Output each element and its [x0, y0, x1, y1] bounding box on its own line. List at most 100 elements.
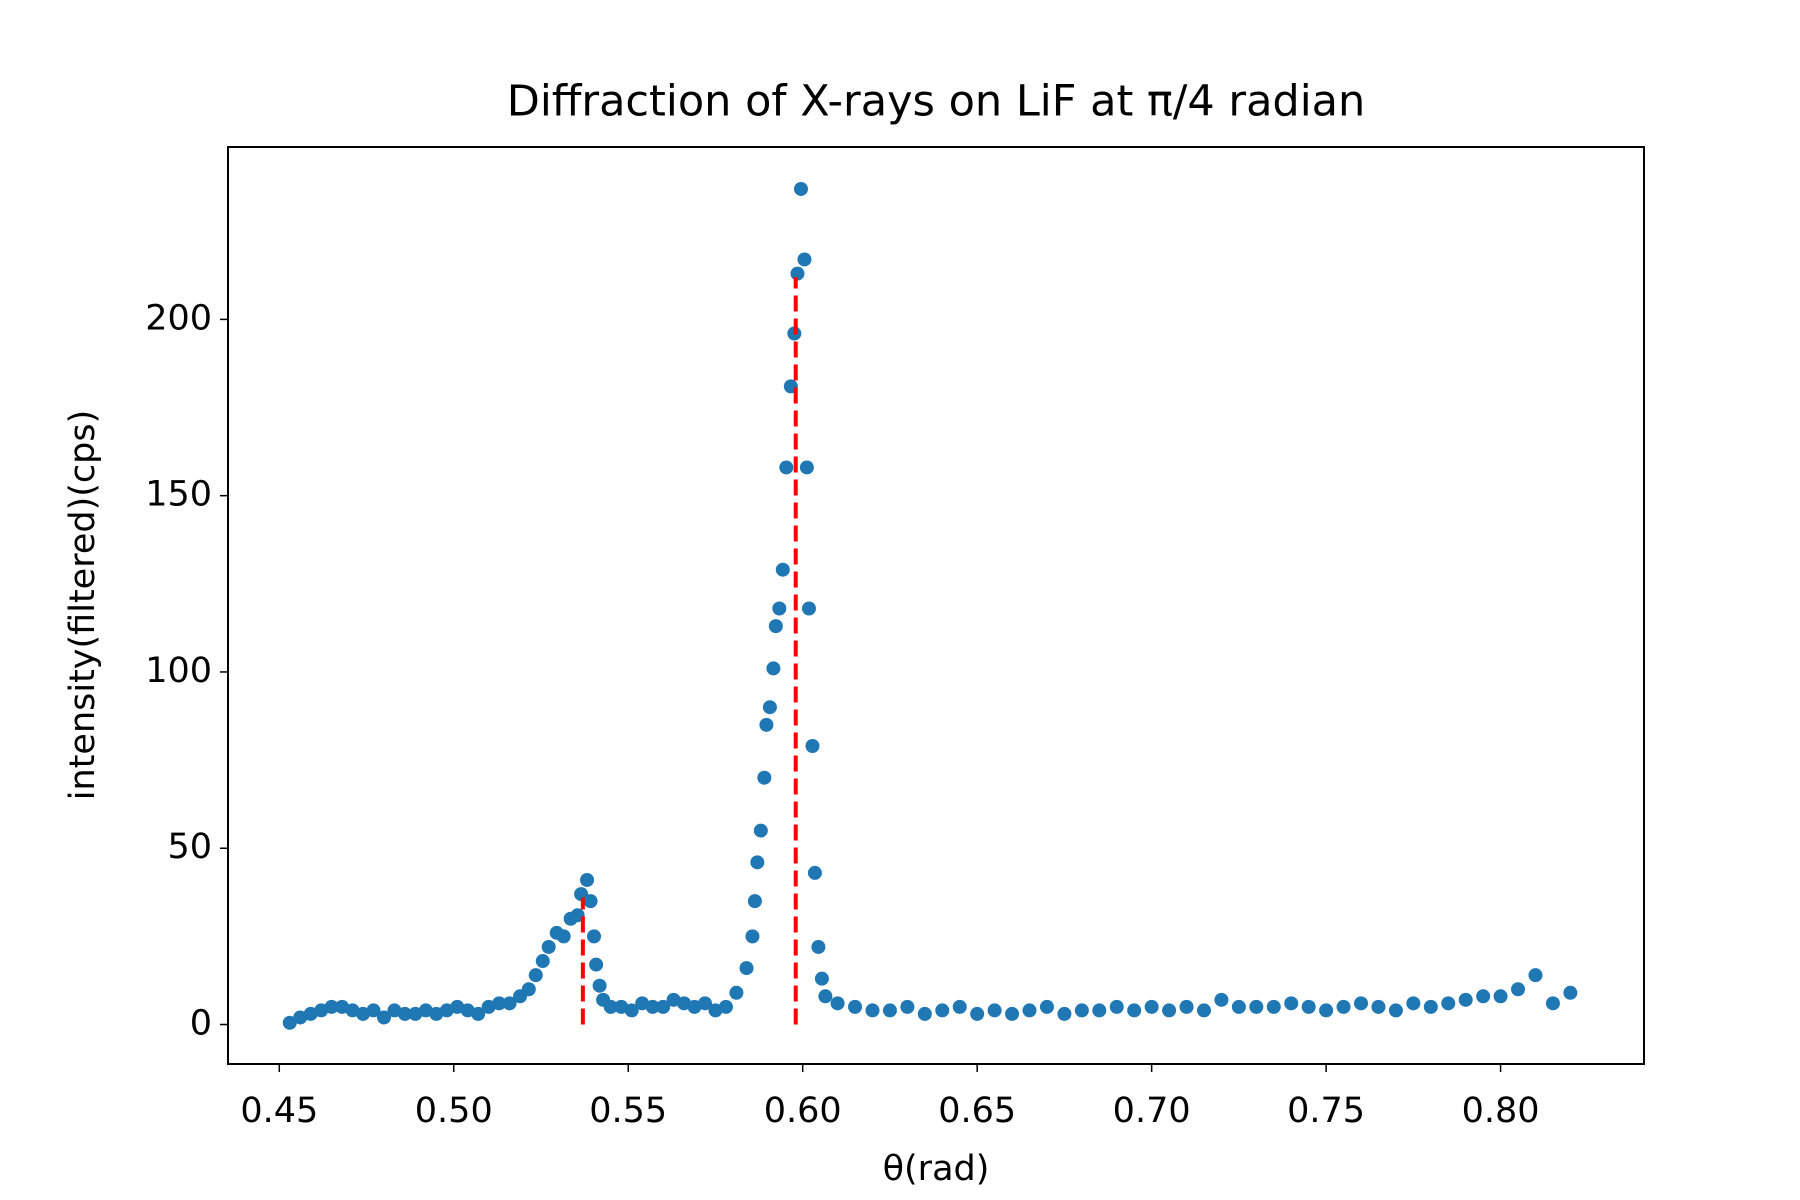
point — [766, 661, 781, 676]
point — [1423, 999, 1438, 1014]
point — [624, 1003, 639, 1018]
point — [1109, 999, 1124, 1014]
point — [1406, 996, 1421, 1011]
point — [1057, 1006, 1072, 1021]
point — [535, 954, 550, 969]
point — [848, 999, 863, 1014]
point — [779, 460, 794, 475]
point — [1388, 1003, 1403, 1018]
point — [970, 1006, 985, 1021]
point — [865, 1003, 880, 1018]
x-axis-title: θ(rad) — [883, 1149, 990, 1189]
point — [759, 717, 774, 732]
point — [1196, 1003, 1211, 1018]
point — [1336, 999, 1351, 1014]
point — [397, 1006, 412, 1021]
point — [830, 996, 845, 1011]
point — [592, 978, 607, 993]
point — [1162, 1003, 1177, 1018]
point — [818, 989, 833, 1004]
point — [583, 894, 598, 909]
point — [1231, 999, 1246, 1014]
point — [799, 460, 814, 475]
point — [492, 996, 507, 1011]
point — [645, 999, 660, 1014]
point — [747, 894, 762, 909]
point — [805, 738, 820, 753]
point — [521, 982, 536, 997]
point — [790, 266, 805, 281]
point — [729, 985, 744, 1000]
point — [1371, 999, 1386, 1014]
point — [1249, 999, 1264, 1014]
point — [745, 929, 760, 944]
x-tick-label: 0.70 — [1113, 1091, 1191, 1131]
point — [1476, 989, 1491, 1004]
x-tick-label: 0.80 — [1462, 1091, 1540, 1131]
point — [772, 601, 787, 616]
point — [882, 1003, 897, 1018]
point — [797, 252, 812, 267]
point — [1528, 968, 1543, 983]
point — [1144, 999, 1159, 1014]
point — [935, 1003, 950, 1018]
point — [811, 939, 826, 954]
point — [502, 996, 517, 1011]
point — [656, 999, 671, 1014]
x-tick-label: 0.75 — [1287, 1091, 1365, 1131]
point — [750, 855, 765, 870]
point — [1284, 996, 1299, 1011]
point — [1266, 999, 1281, 1014]
y-tick-label: 150 — [145, 475, 212, 515]
point — [282, 1015, 297, 1030]
y-tick-label: 100 — [145, 651, 212, 691]
point — [1441, 996, 1456, 1011]
point — [768, 619, 783, 634]
point — [1493, 989, 1508, 1004]
x-tick-label: 0.50 — [415, 1091, 493, 1131]
plot-frame — [227, 146, 1645, 1065]
point — [471, 1006, 486, 1021]
point — [1354, 996, 1369, 1011]
point — [1545, 996, 1560, 1011]
point — [1179, 999, 1194, 1014]
y-axis-title: intensity(filtered)(cps) — [63, 410, 103, 800]
point — [952, 999, 967, 1014]
point — [1074, 1003, 1089, 1018]
point — [556, 929, 571, 944]
point — [580, 872, 595, 887]
point — [1301, 999, 1316, 1014]
point — [757, 770, 772, 785]
y-tick-label: 0 — [190, 1004, 212, 1044]
chart-title: Diffraction of X-rays on LiF at π/4 radi… — [507, 77, 1366, 127]
x-tick-label: 0.65 — [938, 1091, 1016, 1131]
point — [801, 601, 816, 616]
point — [1092, 1003, 1107, 1018]
point — [1005, 1006, 1020, 1021]
x-tick-label: 0.45 — [240, 1091, 318, 1131]
point — [807, 865, 822, 880]
point — [589, 957, 604, 972]
point — [1458, 992, 1473, 1007]
point — [1319, 1003, 1334, 1018]
y-tick-label: 50 — [167, 827, 212, 867]
point — [762, 700, 777, 715]
point — [324, 999, 339, 1014]
point — [775, 562, 790, 577]
y-tick-label: 200 — [145, 298, 212, 338]
point — [1214, 992, 1229, 1007]
point — [1039, 999, 1054, 1014]
point — [1511, 982, 1526, 997]
point — [1022, 1003, 1037, 1018]
x-tick-label: 0.60 — [764, 1091, 842, 1131]
point — [917, 1006, 932, 1021]
point — [739, 961, 754, 976]
point — [1563, 985, 1578, 1000]
point — [987, 1003, 1002, 1018]
point — [814, 971, 829, 986]
point — [376, 1010, 391, 1025]
point — [528, 968, 543, 983]
point — [1127, 1003, 1142, 1018]
point — [603, 999, 618, 1014]
